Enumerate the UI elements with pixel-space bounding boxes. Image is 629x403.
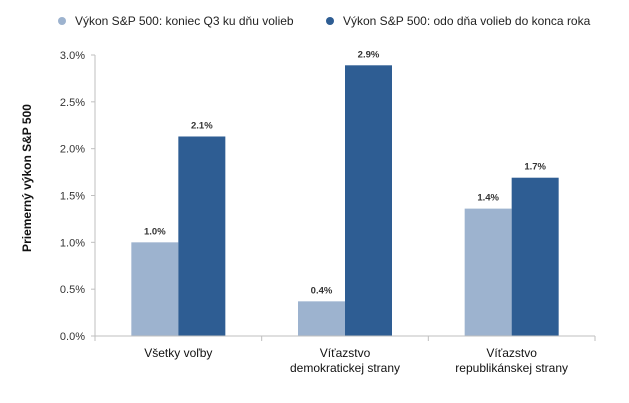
legend-marker bbox=[58, 17, 66, 25]
y-axis: 0.0% 0.5% 1.0% 1.5% 2.0% 2.5% 3.0% bbox=[60, 50, 96, 343]
legend: Výkon S&P 500: koniec Q3 ku dňu volieb Vý… bbox=[58, 14, 591, 28]
y-tick-label: 3.0% bbox=[60, 50, 85, 62]
legend-label: Výkon S&P 500: koniec Q3 ku dňu volieb bbox=[75, 14, 294, 28]
bar bbox=[464, 208, 512, 336]
x-tick-label: Všetky voľby bbox=[144, 346, 212, 360]
y-tick-label: 1.5% bbox=[60, 191, 85, 203]
data-label: 0.4% bbox=[311, 285, 333, 296]
bar bbox=[511, 177, 559, 336]
y-tick-label: 2.0% bbox=[60, 144, 85, 156]
x-axis: Všetky voľby Víťazstvo demokratickej stran… bbox=[94, 335, 596, 375]
y-tick-label: 1.0% bbox=[60, 237, 85, 249]
y-tick-label: 0.5% bbox=[60, 284, 85, 296]
data-label: 1.0% bbox=[144, 226, 166, 237]
bars: 1.0% 2.1% 0.4% 2.9% 1.4% 1.7% bbox=[131, 49, 559, 336]
data-label: 1.4% bbox=[477, 193, 499, 204]
bar bbox=[298, 301, 345, 336]
bar bbox=[131, 242, 179, 336]
legend-label: Výkon S&P 500: odo dňa volieb do konca r… bbox=[343, 14, 591, 28]
x-tick-label: Víťazstvo demokratickej strany bbox=[290, 346, 400, 375]
y-tick-label: 2.5% bbox=[60, 97, 85, 109]
legend-marker bbox=[326, 17, 334, 25]
data-label: 1.7% bbox=[524, 162, 546, 173]
bar bbox=[345, 65, 392, 336]
y-axis-label: Priemerný výkon S&P 500 bbox=[20, 104, 34, 252]
bar bbox=[178, 136, 226, 336]
x-tick-label: Víťazstvo republikánskej strany bbox=[455, 346, 568, 375]
data-label: 2.1% bbox=[191, 120, 213, 131]
y-tick-label: 0.0% bbox=[60, 331, 85, 343]
data-label: 2.9% bbox=[358, 49, 380, 60]
